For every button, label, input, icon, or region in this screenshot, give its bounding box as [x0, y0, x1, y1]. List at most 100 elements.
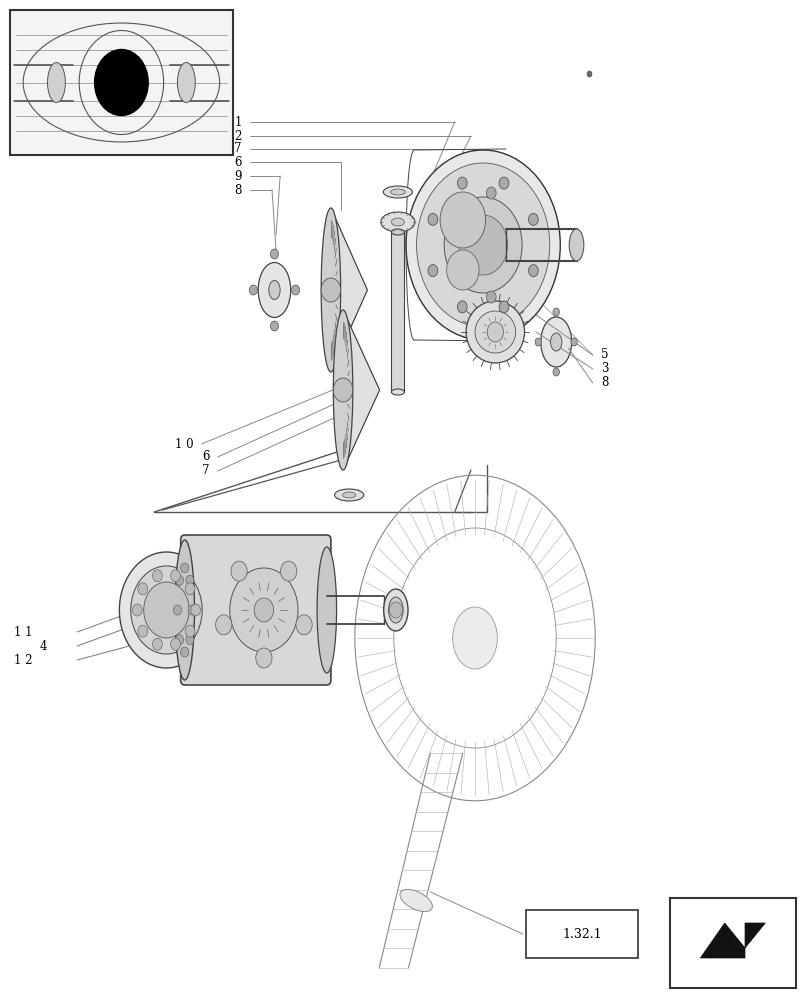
Circle shape	[216, 615, 232, 635]
Circle shape	[187, 605, 196, 615]
Ellipse shape	[316, 547, 336, 673]
Circle shape	[444, 197, 521, 293]
Text: 4: 4	[40, 640, 47, 652]
Circle shape	[427, 265, 437, 277]
Circle shape	[138, 583, 148, 595]
Circle shape	[144, 582, 189, 638]
Ellipse shape	[388, 597, 402, 623]
Circle shape	[406, 150, 560, 340]
Circle shape	[457, 177, 466, 189]
Circle shape	[191, 604, 200, 616]
Polygon shape	[330, 208, 367, 372]
Ellipse shape	[550, 333, 561, 351]
Circle shape	[175, 575, 183, 585]
Ellipse shape	[258, 262, 290, 318]
Text: 1 0: 1 0	[174, 438, 193, 450]
Circle shape	[528, 213, 538, 225]
Ellipse shape	[452, 607, 496, 669]
Circle shape	[552, 308, 559, 316]
Circle shape	[586, 71, 591, 77]
Circle shape	[333, 378, 352, 402]
Circle shape	[175, 635, 183, 645]
Ellipse shape	[178, 62, 195, 103]
Polygon shape	[342, 310, 379, 470]
Circle shape	[486, 187, 496, 199]
Circle shape	[230, 561, 247, 581]
Ellipse shape	[268, 280, 280, 300]
Bar	[669, 898, 795, 988]
Ellipse shape	[474, 311, 515, 353]
Circle shape	[552, 368, 559, 376]
Ellipse shape	[383, 589, 407, 631]
Circle shape	[458, 215, 507, 275]
Circle shape	[170, 638, 180, 650]
Ellipse shape	[482, 197, 506, 293]
Text: 5: 5	[600, 349, 607, 361]
Circle shape	[440, 192, 485, 248]
Ellipse shape	[540, 317, 571, 367]
Circle shape	[132, 604, 142, 616]
Ellipse shape	[334, 489, 363, 501]
Circle shape	[170, 570, 180, 582]
Circle shape	[152, 638, 162, 650]
Circle shape	[180, 563, 188, 573]
Ellipse shape	[569, 229, 583, 261]
Text: 7: 7	[234, 142, 242, 155]
Text: 6: 6	[234, 155, 242, 168]
Circle shape	[499, 177, 508, 189]
Bar	[526, 910, 637, 958]
Ellipse shape	[383, 186, 412, 198]
Circle shape	[295, 615, 311, 635]
Circle shape	[180, 647, 188, 657]
Circle shape	[254, 598, 273, 622]
Circle shape	[270, 321, 278, 331]
Text: 1 1: 1 1	[14, 626, 32, 639]
Circle shape	[388, 602, 401, 618]
Text: 8: 8	[600, 376, 607, 389]
Circle shape	[185, 583, 195, 595]
Ellipse shape	[400, 889, 431, 912]
Text: 8: 8	[234, 184, 242, 196]
Ellipse shape	[48, 62, 66, 103]
Polygon shape	[699, 923, 764, 958]
Ellipse shape	[333, 310, 352, 470]
FancyBboxPatch shape	[180, 535, 330, 685]
Circle shape	[534, 338, 541, 346]
Circle shape	[446, 250, 478, 290]
Circle shape	[152, 570, 162, 582]
Circle shape	[186, 635, 194, 645]
Circle shape	[230, 568, 298, 652]
Circle shape	[457, 301, 466, 313]
Text: 1 2: 1 2	[14, 654, 32, 666]
Text: 1: 1	[234, 115, 242, 128]
Circle shape	[270, 249, 278, 259]
Ellipse shape	[391, 389, 404, 395]
Circle shape	[487, 322, 503, 342]
Circle shape	[249, 285, 257, 295]
Circle shape	[186, 575, 194, 585]
Circle shape	[173, 605, 181, 615]
Circle shape	[427, 213, 437, 225]
Circle shape	[416, 163, 549, 327]
Ellipse shape	[390, 189, 405, 195]
Bar	[391, 232, 404, 392]
Ellipse shape	[466, 301, 524, 363]
Circle shape	[281, 561, 297, 581]
Circle shape	[119, 552, 213, 668]
Text: 6: 6	[202, 450, 209, 464]
Circle shape	[320, 278, 340, 302]
Bar	[10, 10, 233, 155]
Circle shape	[138, 625, 148, 637]
Circle shape	[291, 285, 299, 295]
Circle shape	[255, 648, 272, 668]
Text: 9: 9	[234, 169, 242, 182]
Ellipse shape	[391, 229, 404, 235]
Ellipse shape	[175, 540, 195, 680]
Ellipse shape	[391, 218, 404, 226]
Text: 2: 2	[234, 129, 242, 142]
Text: 1.32.1: 1.32.1	[562, 928, 601, 940]
Circle shape	[570, 338, 577, 346]
Circle shape	[486, 291, 496, 303]
Text: 7: 7	[202, 464, 209, 478]
Circle shape	[131, 566, 202, 654]
